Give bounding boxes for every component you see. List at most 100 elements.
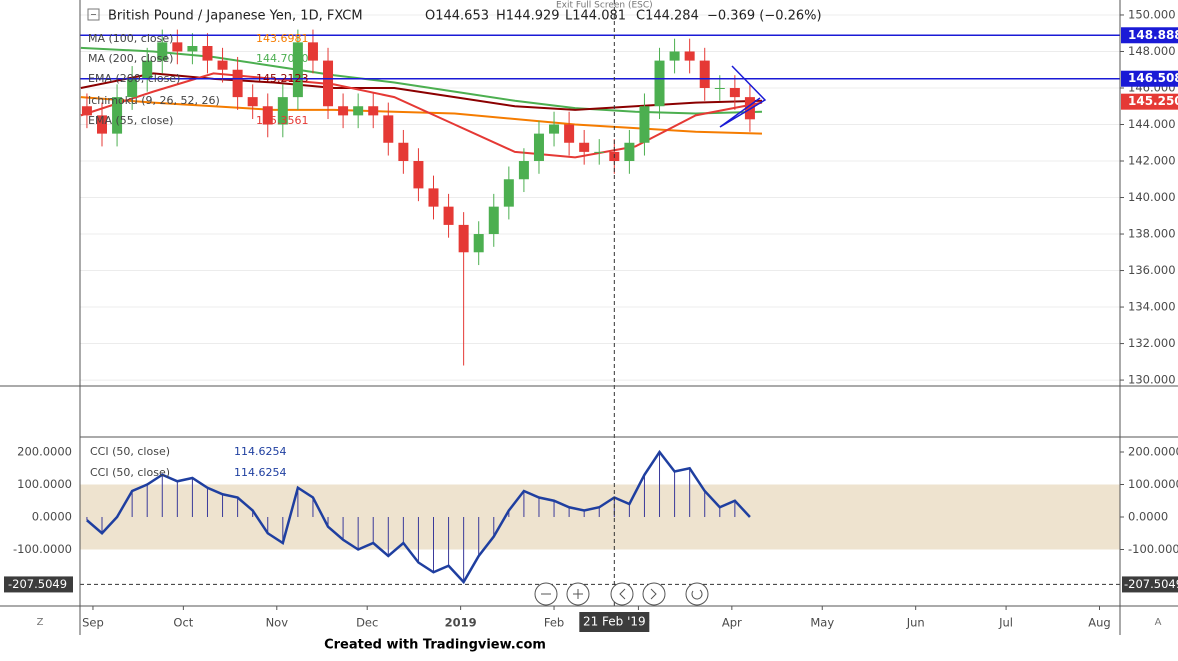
crosshair-date: 21 Feb '19 (583, 615, 646, 629)
x-tick-label: Apr (722, 616, 742, 630)
candle-body (518, 161, 529, 180)
candle-body (639, 106, 650, 143)
reset[interactable] (685, 582, 709, 606)
ohlc-high: H144.929 (496, 9, 560, 24)
candle-body (307, 42, 318, 61)
candle-body (473, 234, 484, 253)
candle-body (247, 97, 258, 107)
candle-body (96, 115, 107, 134)
y-tick-label: -100.0000 (1128, 542, 1178, 556)
candle-body (338, 106, 349, 116)
x-tick-label: Jul (998, 616, 1013, 630)
price-pane (80, 14, 1120, 381)
candle-body (594, 151, 605, 153)
x-tick-label: 2019 (445, 616, 477, 630)
collapse-icon[interactable] (87, 8, 100, 21)
scroll-right[interactable] (642, 582, 666, 606)
y-tick-label: 148.000 (1128, 44, 1176, 58)
ohlc-close: C144.284 (636, 9, 699, 24)
legend-entry[interactable]: MA (200, close) (88, 52, 173, 65)
indicator-legend[interactable]: Ichimoku (9, 26, 52, 26) (88, 94, 220, 107)
candle-body (413, 161, 424, 189)
x-tick-label: Oct (173, 616, 193, 630)
x-tick-label: Nov (266, 616, 289, 630)
candle-body (488, 206, 499, 235)
price-label: 148.888 (1128, 28, 1178, 42)
price-label-box (1121, 93, 1178, 110)
triangle-drawing (719, 65, 767, 128)
y-tick-label: 100.0000 (1128, 477, 1178, 491)
candle-body (443, 206, 454, 225)
candle-body (458, 224, 469, 253)
y-tick-label: 0.0000 (1128, 510, 1168, 524)
x-tick-label: Feb (544, 616, 564, 630)
x-tick-label: Sep (82, 616, 104, 630)
candle-body (383, 115, 394, 143)
y-tick-label: 130.000 (1128, 373, 1176, 387)
candle-body (579, 142, 590, 152)
crosshair-label: -207.5049 (1124, 577, 1178, 591)
y-tick-label: 138.000 (1128, 227, 1176, 241)
legend-value: 145.3561 (256, 114, 309, 127)
candle-body (368, 106, 379, 116)
auto-scale-button[interactable]: A (1155, 617, 1162, 628)
y-tick-label: 150.000 (1128, 7, 1176, 21)
footer: Created with Tradingview.com (324, 638, 546, 653)
candle-body (699, 60, 710, 88)
full-screen-notice[interactable]: Exit Full Screen (ESC) (556, 1, 653, 11)
legend-value: 114.6254 (234, 466, 287, 479)
y-tick-label-left: 200.0000 (17, 445, 72, 459)
candle-body (292, 42, 303, 98)
candle-body (624, 142, 635, 162)
legend-value: 114.6254 (234, 445, 287, 458)
candle-body (714, 87, 725, 89)
y-tick-label: 200.0000 (1128, 445, 1178, 459)
candle-body (323, 60, 334, 107)
zoom-button[interactable]: Z (37, 617, 44, 628)
icon (691, 589, 703, 600)
x-tick-label: May (810, 616, 834, 630)
symbol-title[interactable]: British Pound / Japanese Yen, 1D, FXCM (108, 9, 363, 24)
legend-entry[interactable]: CCI (50, close) (90, 445, 170, 458)
crosshair-label: -207.5049 (8, 577, 67, 591)
crosshair-label-box (4, 576, 73, 593)
ohlc-low: L144.081 (565, 9, 626, 24)
nav-buttons (534, 582, 709, 606)
candle-body (654, 60, 665, 107)
y-tick-label: 140.000 (1128, 190, 1176, 204)
icon (619, 588, 626, 600)
legend-entry[interactable]: MA (100, close) (88, 32, 173, 45)
legend-value: 143.6981 (256, 32, 309, 45)
candle-body (157, 42, 168, 61)
ohlc-change: −0.369 (−0.26%) (707, 9, 822, 24)
candle-body (127, 78, 138, 98)
legend-entry[interactable]: EMA (55, close) (88, 114, 173, 127)
candle-body (398, 142, 409, 162)
candle-body (81, 106, 92, 116)
y-tick-label-left: 0.0000 (32, 510, 72, 524)
y-tick-label: 144.000 (1128, 117, 1176, 131)
legend-entry[interactable]: EMA (200, close) (88, 72, 180, 85)
axes: 130.000 132.000 134.000 136.000 138.000 140.0… (4, 0, 1178, 632)
y-tick-label: 142.000 (1128, 154, 1176, 168)
candle-body (232, 69, 243, 98)
y-tick-label: 134.000 (1128, 300, 1176, 314)
legend-value: 144.7090 (256, 52, 309, 65)
scroll-left[interactable] (610, 582, 634, 606)
y-tick-label: 136.000 (1128, 263, 1176, 277)
x-tick-label: Jun (906, 616, 925, 630)
crosshair-date-box (579, 612, 650, 632)
candle-body (277, 97, 288, 125)
price-label-box (1121, 70, 1178, 87)
legend-entry[interactable]: CCI (50, close) (90, 466, 170, 479)
crosshair-label-box (1122, 576, 1178, 593)
candle-body (112, 97, 123, 134)
indicator-line (80, 72, 763, 111)
price-label-box (1121, 27, 1178, 44)
candle-body (669, 51, 680, 61)
y-tick-label: 132.000 (1128, 336, 1176, 350)
candle-body (684, 51, 695, 61)
candle-body (217, 60, 228, 70)
candle-body (729, 87, 740, 98)
